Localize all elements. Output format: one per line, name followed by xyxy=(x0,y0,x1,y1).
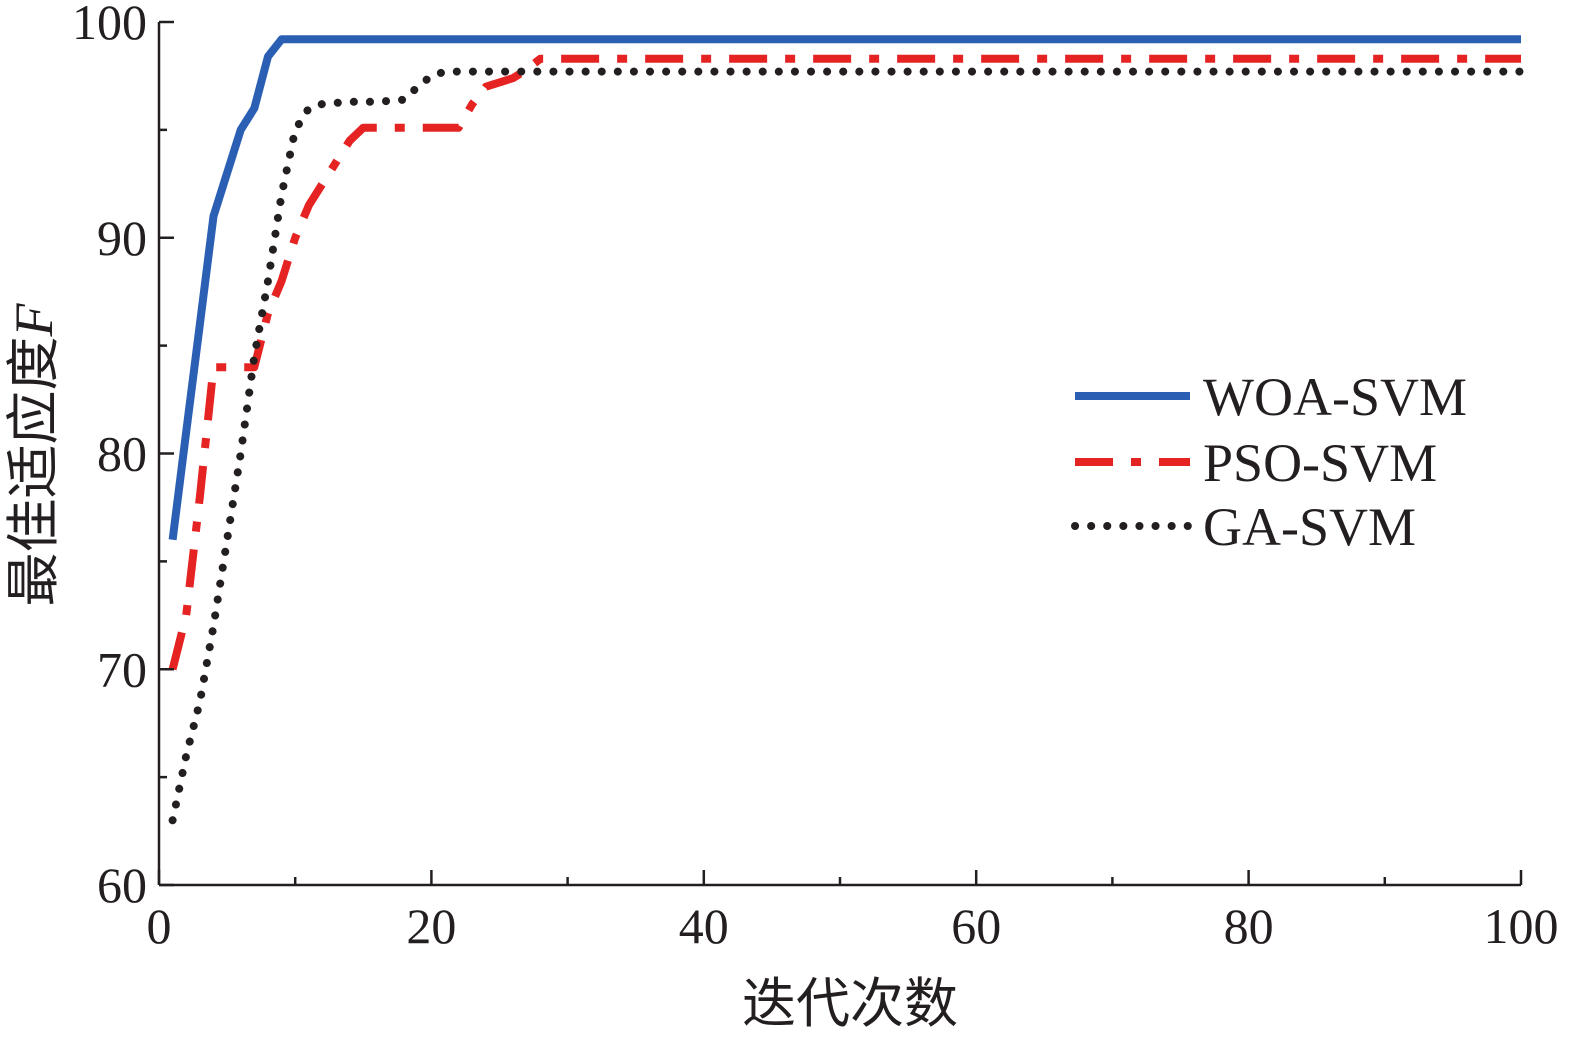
x-tick-label: 60 xyxy=(951,898,1001,954)
y-axis-title-main: 最佳适应度 xyxy=(2,337,65,607)
x-tick-label: 40 xyxy=(679,898,729,954)
series-line-ga-svm xyxy=(168,67,1525,825)
series-line-woa-svm xyxy=(168,35,1521,541)
y-tick-label: 100 xyxy=(72,0,147,50)
x-tick-label: 100 xyxy=(1484,898,1559,954)
y-ticks: 60 70 80 90 100 xyxy=(72,0,174,913)
y-tick-label: 60 xyxy=(97,857,147,913)
y-axis-title: 最佳适应度F xyxy=(2,303,65,607)
y-tick-label: 90 xyxy=(97,210,147,266)
y-tick-label: 70 xyxy=(97,641,147,697)
x-tick-label: 80 xyxy=(1224,898,1274,954)
plot-lines xyxy=(168,35,1525,825)
legend-label-ga-svm: GA-SVM xyxy=(1203,497,1416,557)
x-tick-label: 20 xyxy=(406,898,456,954)
series-line-pso-svm xyxy=(168,54,1521,671)
legend-label-woa-svm: WOA-SVM xyxy=(1203,367,1467,427)
y-tick-label: 80 xyxy=(97,426,147,482)
x-axis-title: 迭代次数 xyxy=(742,972,958,1035)
x-ticks: 0 20 40 60 80 100 xyxy=(147,870,1559,954)
legend-label-pso-svm: PSO-SVM xyxy=(1203,433,1437,493)
y-axis-title-variable: F xyxy=(4,303,64,338)
axes: 0 20 40 60 80 100 60 70 80 90 100 xyxy=(72,0,1559,954)
x-tick-label: 0 xyxy=(147,898,172,954)
